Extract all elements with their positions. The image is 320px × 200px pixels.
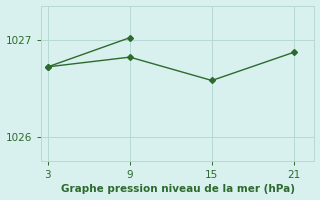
X-axis label: Graphe pression niveau de la mer (hPa): Graphe pression niveau de la mer (hPa) [61,184,295,194]
